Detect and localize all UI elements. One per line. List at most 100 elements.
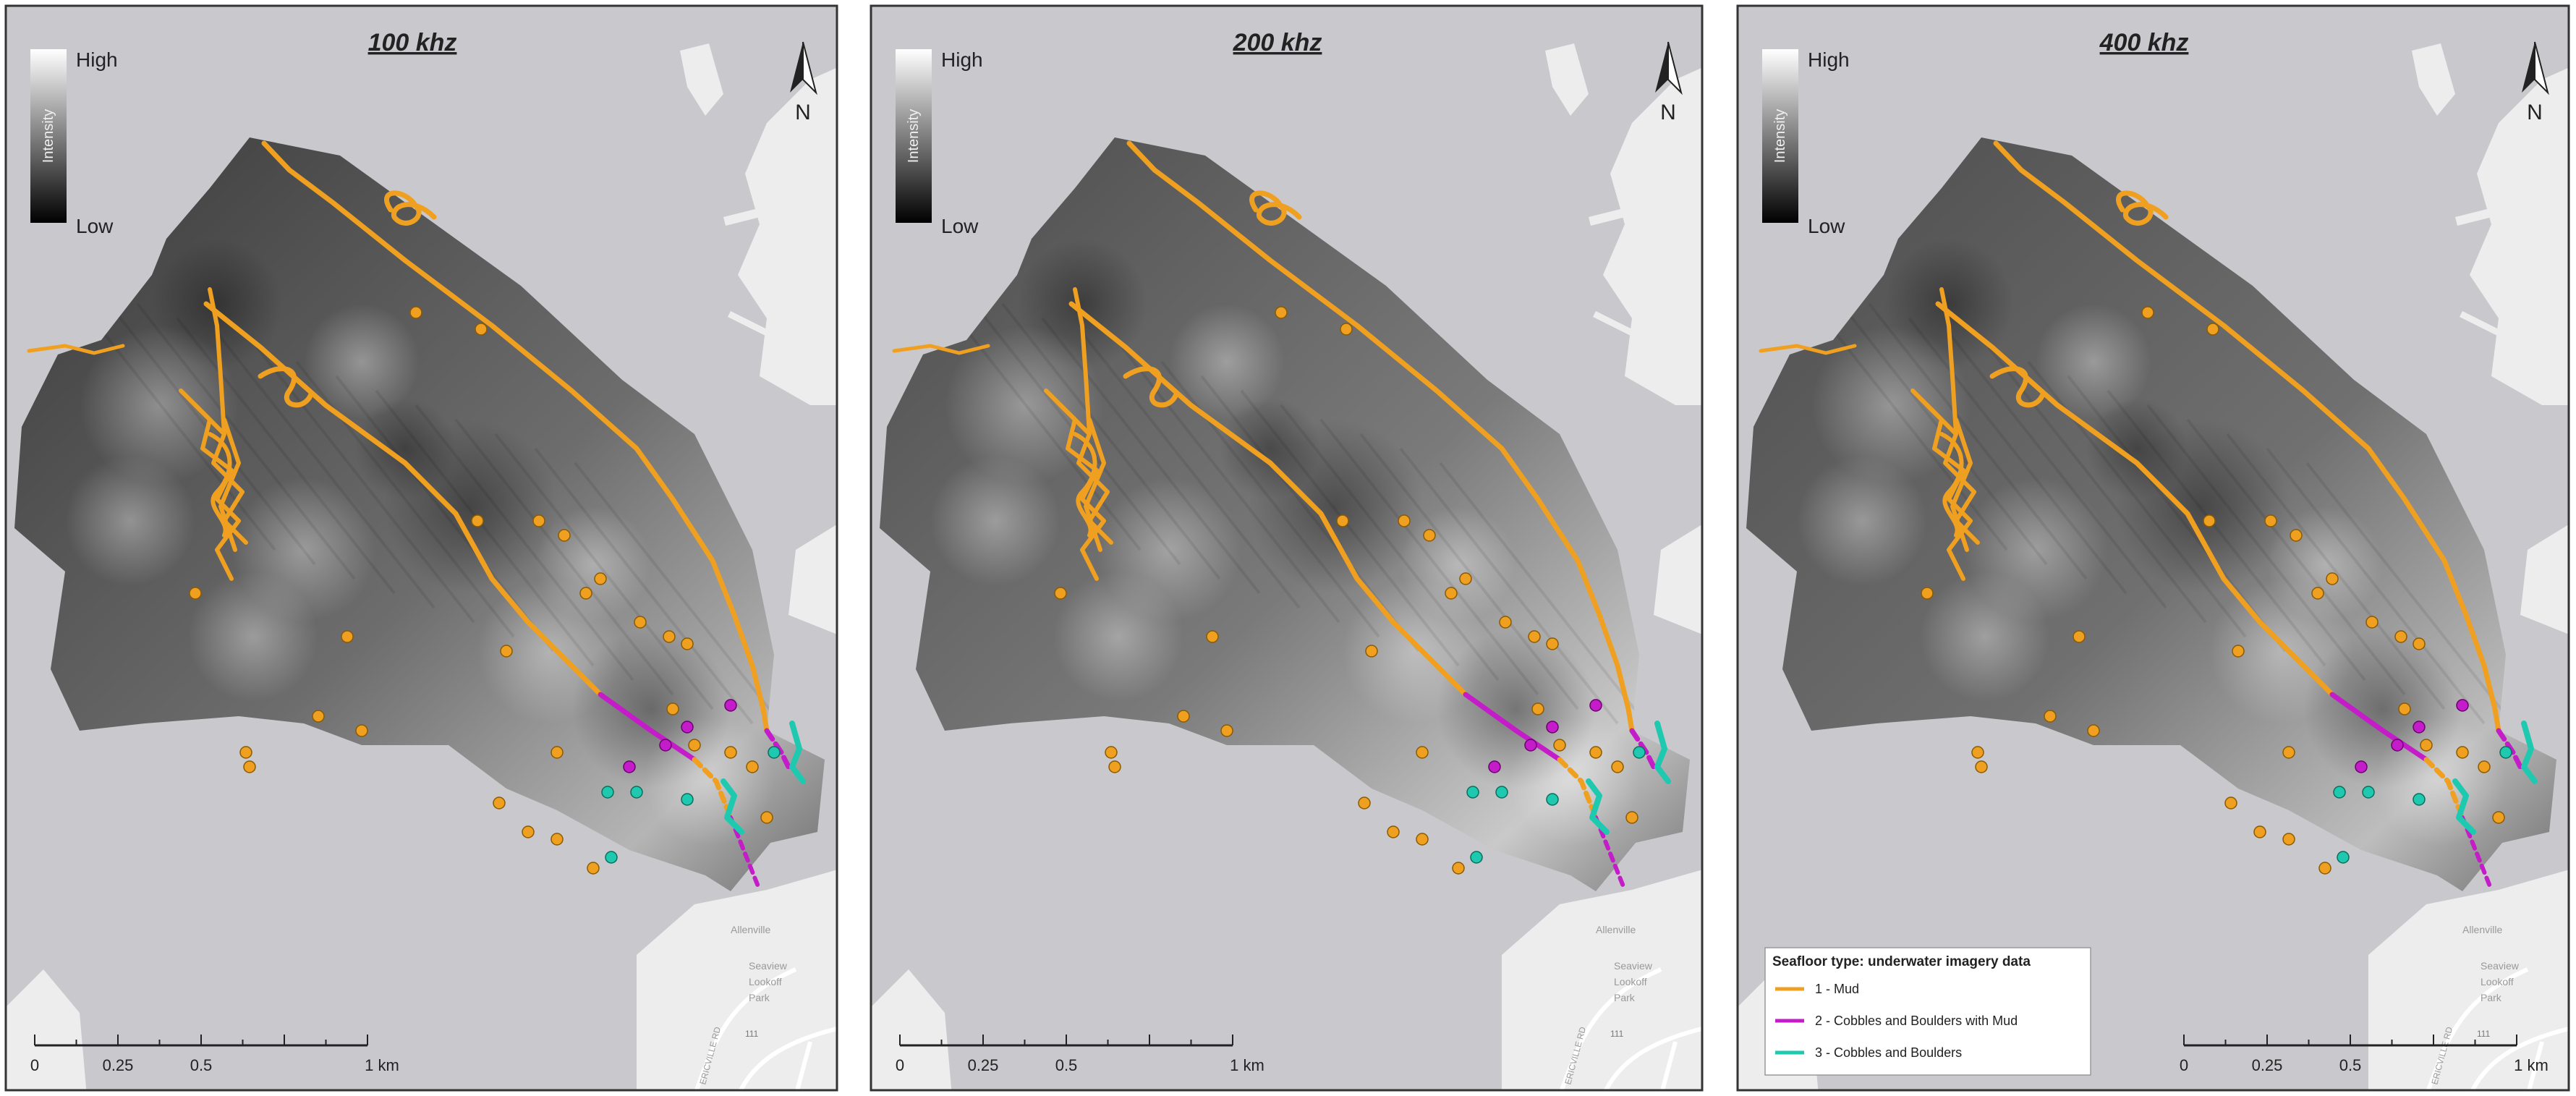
sample-point-mud	[1971, 746, 1984, 759]
intensity-high-label: High	[1808, 48, 1850, 71]
intensity-axis-label: Intensity	[41, 109, 56, 163]
sample-point-mixed	[2391, 739, 2404, 752]
sample-point-mud	[355, 724, 368, 737]
track-mixed	[2329, 692, 2429, 762]
seafloor-legend-title: Seafloor type: underwater imagery data	[1772, 954, 2031, 969]
intensity-legend: High Low Intensity	[30, 48, 118, 237]
sample-point-mud	[312, 710, 325, 723]
land-area	[723, 203, 783, 226]
scale-bar-label: 0	[30, 1056, 39, 1074]
map-svg: AllenvilleSeaviewLookoffPark111ERICVILLE…	[4, 4, 838, 1092]
sample-point-mud	[1531, 702, 1544, 715]
sample-point-cobbles	[2337, 851, 2350, 864]
sample-point-cobbles	[768, 746, 781, 759]
sample-point-mud	[243, 760, 256, 773]
track-mud	[1249, 190, 1302, 226]
sample-point-mud	[409, 306, 422, 319]
sample-point-mud	[1398, 514, 1411, 527]
sample-point-mud	[2044, 710, 2057, 723]
sample-point-cobbles	[605, 851, 618, 864]
sample-point-mud	[1177, 710, 1190, 723]
track-mud	[258, 366, 314, 408]
sample-point-cobbles	[630, 786, 643, 799]
sample-point-mud	[1206, 630, 1219, 643]
track-mud	[261, 140, 770, 734]
intensity-low-label: Low	[76, 215, 114, 237]
land-area	[6, 969, 87, 1090]
scale-bar-label: 0	[2180, 1056, 2188, 1074]
scale-bar: 0 0.25 0.5 1 km	[896, 1035, 1264, 1074]
sample-point-mud	[1054, 587, 1067, 600]
place-label: Allenville	[1596, 924, 1636, 935]
scale-bar-label: 0	[896, 1056, 904, 1074]
scale-bar-label: 1 km	[1230, 1056, 1264, 1074]
sample-point-cobbles	[1495, 786, 1508, 799]
sample-point-mud	[2456, 746, 2469, 759]
sample-point-mud	[1387, 825, 1400, 838]
sample-point-mud	[1625, 811, 1638, 824]
land-area	[1502, 870, 1702, 1090]
sample-point-cobbles	[1466, 786, 1479, 799]
intensity-legend: High Low Intensity	[1762, 48, 1850, 237]
scale-bar-label: 0.25	[968, 1056, 999, 1074]
sample-point-mud	[500, 645, 513, 658]
scale-bar-label: 0.5	[2339, 1056, 2362, 1074]
north-arrow-icon: N	[1655, 41, 1683, 124]
roads	[694, 967, 837, 1090]
sample-point-mud	[760, 811, 773, 824]
land-area	[1603, 67, 1702, 405]
panel-frame	[4, 4, 838, 1092]
sample-point-mixed	[623, 760, 636, 773]
sample-point-mud	[2224, 796, 2237, 810]
sample-point-mud	[2420, 739, 2433, 752]
sample-point-mud	[1336, 514, 1349, 527]
sample-point-mud	[2203, 514, 2216, 527]
land-area	[728, 311, 788, 346]
scale-bar: 0 0.25 0.5 1 km	[30, 1035, 399, 1074]
panel-title: 200 khz	[1233, 29, 1322, 56]
sample-point-mud	[2365, 616, 2379, 629]
survey-tracks	[892, 140, 1671, 892]
track-cluster	[1910, 388, 1980, 581]
sample-point-mud	[681, 637, 694, 650]
scale-bar-label: 0.5	[1055, 1056, 1078, 1074]
sample-point-mud	[2282, 833, 2295, 846]
land-area	[637, 870, 837, 1090]
sample-point-mud	[2478, 760, 2491, 773]
land-area	[738, 67, 837, 405]
track-mud	[692, 757, 734, 820]
intensity-high-label: High	[941, 48, 983, 71]
scale-bar-label: 1 km	[2514, 1056, 2549, 1074]
track-cobbles	[2452, 778, 2476, 835]
roads	[2426, 967, 2569, 1090]
sample-point-mud	[2413, 637, 2426, 650]
land-area	[2520, 524, 2569, 634]
seafloor-legend-item: 3 - Cobbles and Boulders	[1815, 1045, 1962, 1060]
park-label: Park	[1614, 992, 1636, 1003]
sample-point-mud	[2087, 724, 2100, 737]
land-area	[1593, 311, 1654, 346]
survey-tracks	[1759, 140, 2538, 892]
panel-frame	[870, 4, 1704, 1092]
track-mud	[1073, 287, 1092, 436]
sample-point-mud	[1358, 796, 1371, 810]
track-mixed	[764, 728, 791, 770]
sample-point-cobbles	[1546, 793, 1559, 806]
park-label: Lookoff	[749, 976, 782, 987]
track-cluster	[1044, 388, 1113, 581]
place-label: Allenville	[731, 924, 770, 935]
sample-point-mud	[189, 587, 202, 600]
sample-point-mud	[2232, 645, 2245, 658]
track-mud	[892, 344, 990, 355]
sample-point-mud	[1459, 572, 1472, 585]
sample-point-cobbles	[2413, 793, 2426, 806]
sample-point-mixed	[724, 699, 737, 712]
sample-point-mud	[1365, 645, 1378, 658]
sample-point-mud	[634, 616, 647, 629]
intensity-axis-label: Intensity	[1772, 109, 1788, 163]
track-cobbles	[720, 778, 744, 835]
north-label: N	[795, 101, 811, 124]
track-mud	[2116, 190, 2169, 226]
survey-tracks	[27, 140, 806, 892]
park-label: Lookoff	[1614, 976, 1647, 987]
